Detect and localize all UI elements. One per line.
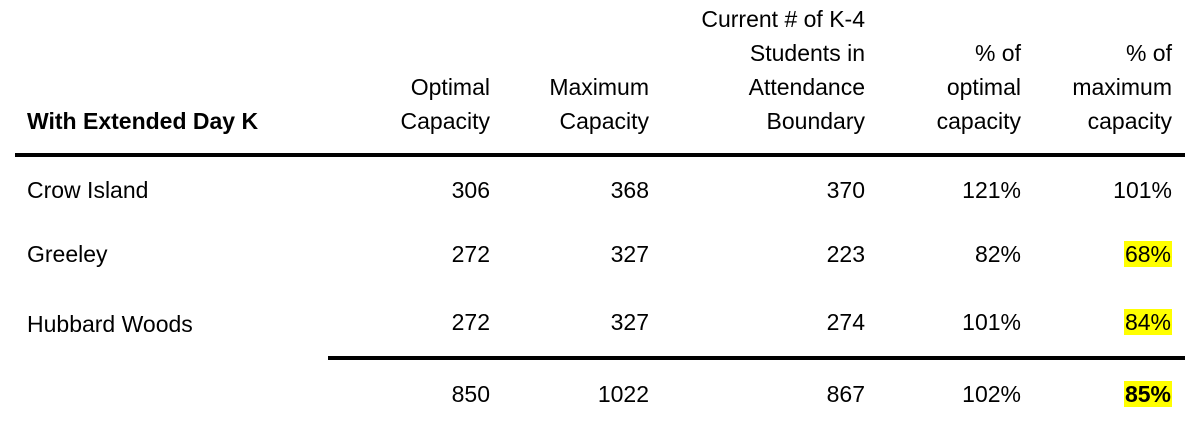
highlight-marker: 84% (1123, 309, 1172, 335)
row-name: Greeley (27, 241, 108, 267)
cell-pct-optimal: 121% (962, 177, 1021, 203)
row-name: Crow Island (27, 177, 149, 203)
cell-pct-optimal: 82% (974, 241, 1021, 267)
cell-maximum: 368 (610, 177, 649, 203)
cell-current: 370 (826, 177, 865, 203)
header-maximum-capacity: Maximum Capacity (549, 74, 649, 134)
cell-optimal: 306 (451, 177, 490, 203)
cell-maximum: 327 (610, 241, 649, 267)
header-current-students: Current # of K-4 Students in Attendance … (701, 6, 865, 134)
cell-current: 223 (826, 241, 865, 267)
totals-divider (328, 356, 1185, 360)
header-pct-optimal: % of optimal capacity (936, 40, 1021, 134)
highlight-marker: 85% (1123, 381, 1172, 407)
table-title: With Extended Day K (27, 108, 259, 134)
cell-pct-optimal: 101% (962, 309, 1021, 335)
total-optimal: 850 (451, 381, 490, 407)
header-divider (15, 153, 1185, 157)
cell-pct-maximum-highlighted: 84% (1123, 305, 1172, 339)
highlight-marker: 68% (1123, 241, 1172, 267)
header-optimal-capacity: Optimal Capacity (400, 74, 490, 134)
total-pct-maximum-highlighted: 85% (1123, 377, 1172, 411)
cell-pct-maximum-highlighted: 68% (1123, 237, 1172, 271)
total-current: 867 (826, 381, 865, 407)
header-pct-maximum: % of maximum capacity (1072, 40, 1172, 134)
total-maximum: 1022 (597, 381, 649, 407)
total-pct-optimal: 102% (962, 381, 1021, 407)
cell-optimal: 272 (451, 241, 490, 267)
cell-maximum: 327 (610, 309, 649, 335)
cell-current: 274 (826, 309, 865, 335)
cell-optimal: 272 (451, 309, 490, 335)
row-name: Hubbard Woods (27, 311, 193, 337)
cell-pct-maximum: 101% (1113, 177, 1172, 203)
